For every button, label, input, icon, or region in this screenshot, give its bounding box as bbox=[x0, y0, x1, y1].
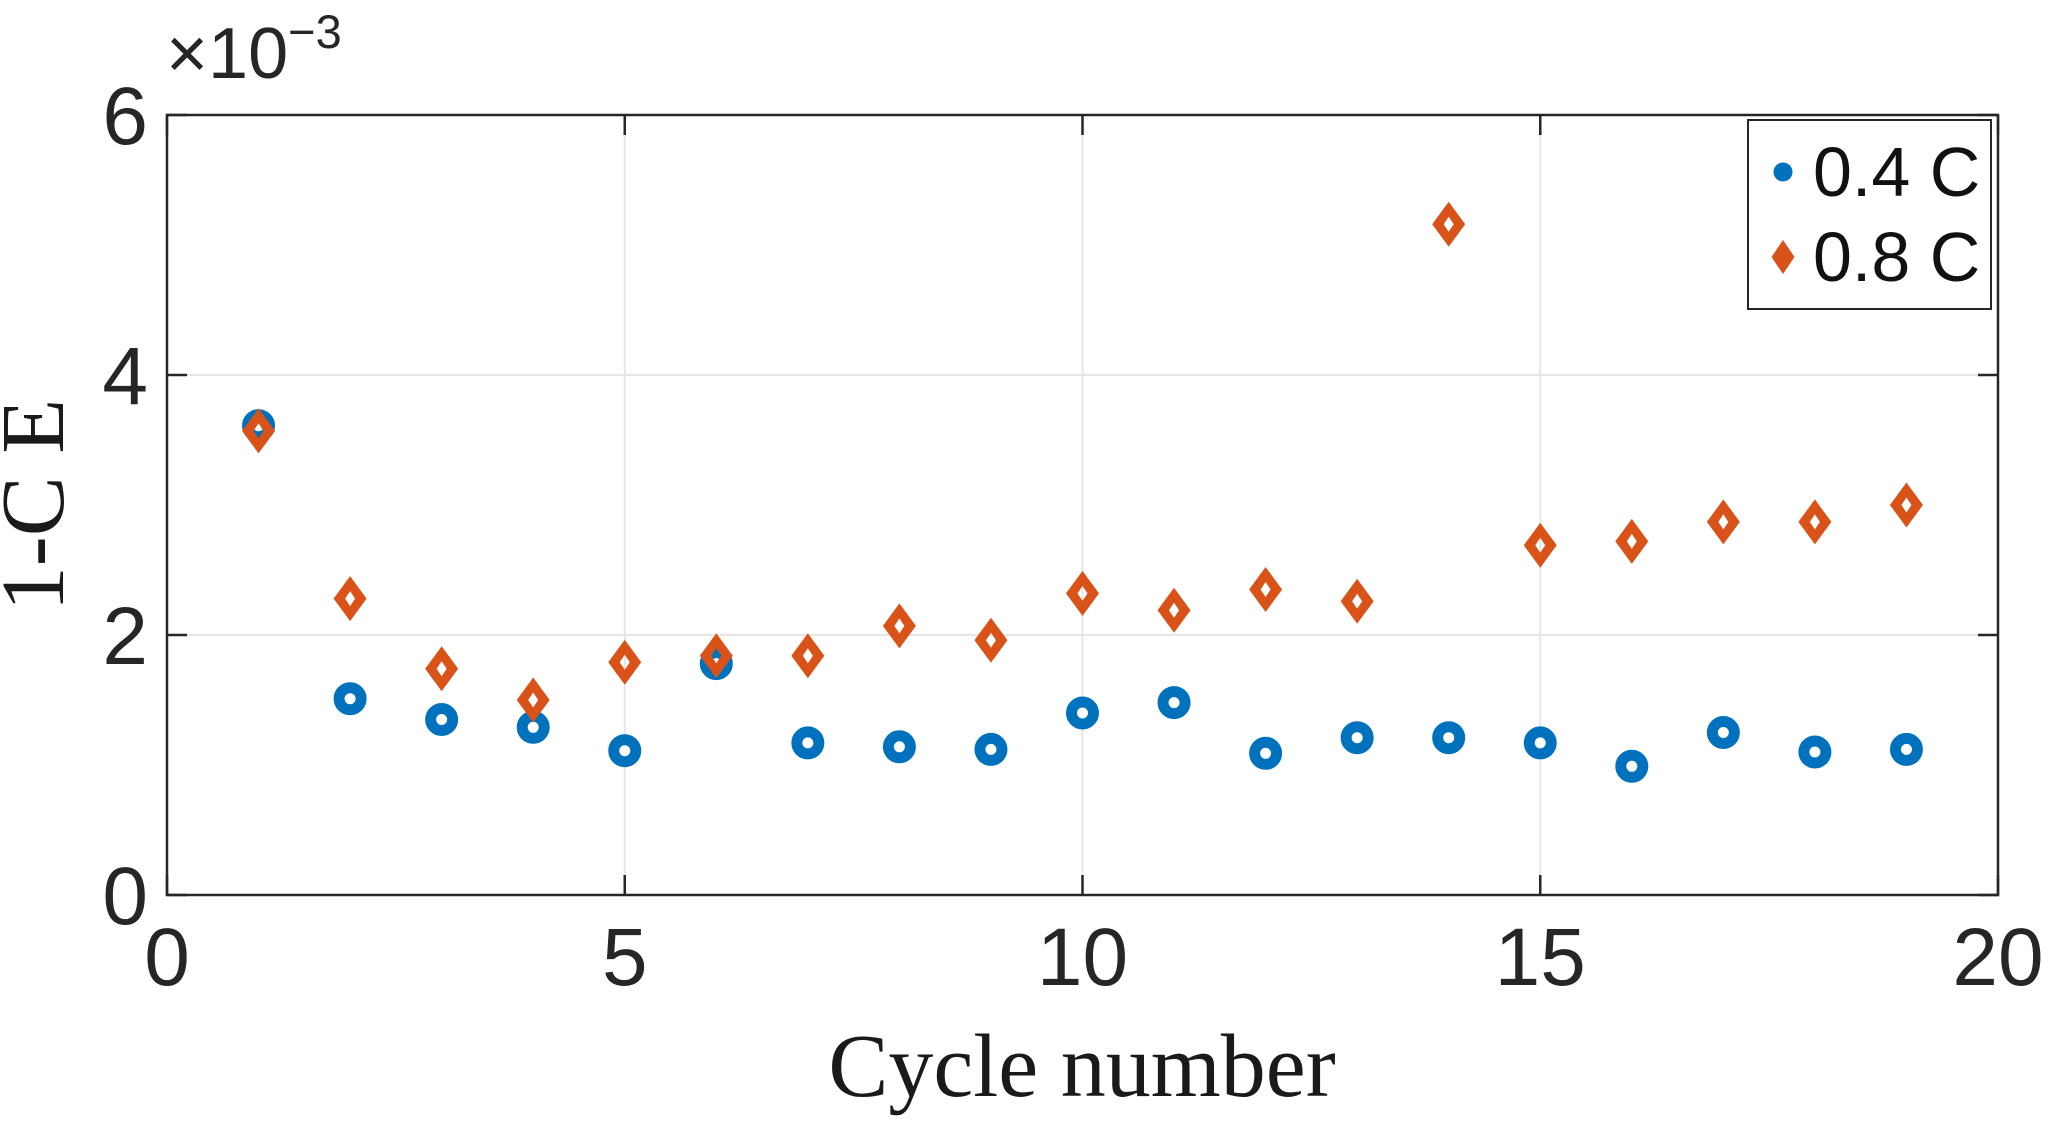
x-tick-label: 10 bbox=[1037, 912, 1128, 1003]
data-point bbox=[1615, 518, 1649, 564]
data-point bbox=[1615, 749, 1649, 783]
data-point bbox=[1523, 726, 1557, 760]
data-point bbox=[882, 730, 916, 764]
x-tick-labels: 0 5 10 15 20 bbox=[144, 912, 2043, 1003]
data-point bbox=[1249, 567, 1283, 612]
data-point bbox=[1432, 201, 1466, 247]
series-0-4-c bbox=[242, 409, 1923, 783]
data-point bbox=[974, 732, 1008, 766]
data-point bbox=[1066, 570, 1099, 616]
data-point bbox=[333, 682, 367, 716]
data-point bbox=[791, 633, 825, 679]
circle-marker-icon bbox=[1773, 162, 1793, 182]
data-point bbox=[333, 576, 367, 622]
y-axis-label: 1-C E bbox=[0, 399, 83, 612]
x-tick-label: 15 bbox=[1495, 912, 1586, 1003]
legend-item-0-8c: 0.8 C bbox=[1749, 217, 1990, 297]
multiplier-base: ×10 bbox=[166, 14, 289, 94]
data-point bbox=[791, 726, 825, 760]
data-point bbox=[1523, 522, 1557, 568]
data-point bbox=[1889, 482, 1923, 528]
data-point bbox=[1706, 499, 1740, 545]
x-axis-label: Cycle number bbox=[828, 1017, 1336, 1116]
data-point bbox=[425, 703, 459, 736]
data-point bbox=[1340, 578, 1374, 624]
x-tick-label: 5 bbox=[602, 912, 648, 1003]
legend-label-0-8c: 0.8 C bbox=[1813, 218, 1981, 297]
x-tick-label: 0 bbox=[144, 912, 190, 1003]
data-point bbox=[516, 677, 550, 723]
data-point bbox=[1157, 587, 1191, 633]
data-point bbox=[425, 646, 459, 692]
series-0-8-c bbox=[242, 201, 1923, 723]
data-point bbox=[1798, 499, 1832, 545]
y-tick-labels: 0 2 4 6 bbox=[102, 71, 148, 942]
data-point bbox=[1157, 686, 1191, 720]
y-tick-label: 0 bbox=[102, 851, 148, 942]
multiplier-exponent: −3 bbox=[288, 5, 342, 58]
data-point bbox=[882, 603, 916, 649]
x-tick-label: 20 bbox=[1952, 912, 2043, 1003]
data-point bbox=[608, 734, 642, 768]
data-point bbox=[1798, 735, 1832, 769]
data-point bbox=[1066, 696, 1099, 730]
data-point bbox=[1340, 721, 1374, 755]
data-point bbox=[1706, 716, 1740, 749]
data-point bbox=[699, 633, 733, 679]
y-axis-multiplier: ×10−3 bbox=[166, 8, 342, 90]
data-point bbox=[1432, 721, 1466, 755]
data-point bbox=[1889, 732, 1923, 766]
y-tick-label: 6 bbox=[102, 71, 148, 162]
axis-box bbox=[165, 113, 2000, 897]
data-point bbox=[974, 617, 1008, 663]
legend: 0.4 C 0.8 C bbox=[1747, 119, 1992, 310]
data-point bbox=[242, 408, 276, 454]
legend-item-0-4c: 0.4 C bbox=[1749, 132, 1990, 212]
data-point bbox=[608, 639, 642, 685]
y-tick-label: 4 bbox=[102, 331, 148, 422]
data-point bbox=[1249, 736, 1283, 770]
y-tick-label: 2 bbox=[102, 591, 148, 682]
diamond-marker-icon bbox=[1771, 240, 1795, 275]
legend-label-0-4c: 0.4 C bbox=[1813, 132, 1981, 211]
gridlines bbox=[167, 115, 1998, 895]
